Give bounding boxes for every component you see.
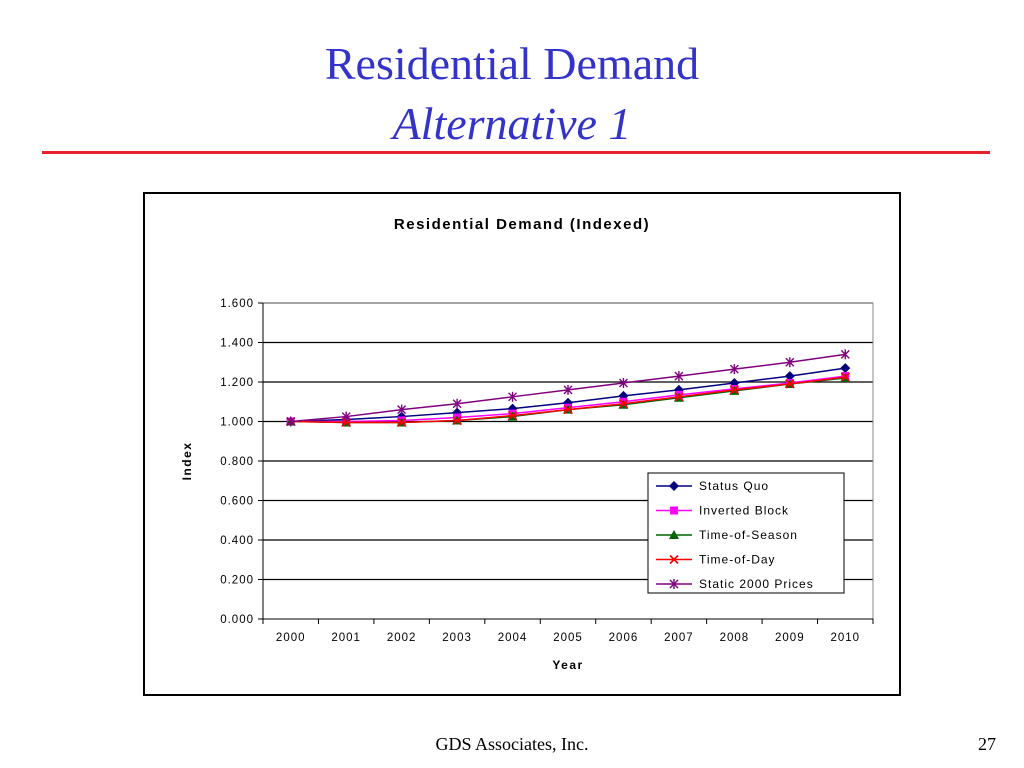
legend-marker (669, 481, 679, 491)
x-tick-label: 2005 (553, 632, 583, 644)
legend-label: Time-of-Day (699, 553, 776, 567)
series-point-3 (618, 399, 629, 409)
series-point-4 (618, 377, 628, 388)
y-tick-label: 0.200 (220, 575, 254, 587)
series-point-4 (341, 411, 351, 422)
y-tick-label: 0.400 (220, 535, 254, 547)
series-point-4 (508, 391, 518, 402)
series-point-4 (286, 416, 296, 427)
chart: Residential Demand (Indexed) 0.000 0.200 0.… (180, 216, 874, 672)
x-tick-label: 2003 (442, 632, 472, 644)
series-point-3 (452, 415, 462, 426)
x-tick-label: 2006 (609, 632, 639, 644)
series-point-4 (563, 384, 573, 395)
x-tick-label: 2001 (331, 632, 361, 644)
y-tick-label: 1.200 (220, 377, 254, 389)
chart-frame: Residential Demand (Indexed) 0.000 0.200 0.… (143, 192, 901, 696)
x-axis-label: Year (552, 658, 583, 672)
y-tick-label: 1.000 (220, 417, 254, 429)
series-point-4 (729, 364, 739, 375)
legend-marker (670, 506, 678, 515)
slide-title: Residential Demand (324, 38, 700, 89)
x-tick-label: 2010 (830, 632, 860, 644)
y-tick-label: 0.600 (220, 496, 254, 508)
chart-title: Residential Demand (Indexed) (394, 216, 650, 233)
series-point-3 (507, 411, 518, 421)
x-tick-label: 2007 (664, 632, 694, 644)
legend-box (647, 472, 845, 594)
y-tick-label: 0.000 (220, 614, 254, 626)
y-tick-label: 0.800 (220, 456, 254, 468)
series-point-4 (452, 398, 462, 409)
series-point-3 (674, 392, 684, 402)
x-tick-label: 2008 (720, 632, 750, 644)
x-tick-label: 2000 (276, 632, 306, 644)
series-point-0 (784, 371, 795, 382)
series-point-4 (674, 371, 684, 382)
y-tick-label: 1.400 (220, 338, 254, 350)
legend-label: Inverted Block (699, 504, 789, 518)
title-divider (42, 151, 990, 154)
legend-marker (669, 554, 679, 565)
series-point-4 (840, 349, 850, 360)
series-point-0 (840, 363, 851, 374)
legend-label: Static 2000 Prices (699, 577, 814, 591)
series-point-3 (397, 417, 407, 428)
y-axis-label: Index (180, 442, 194, 481)
page-number: 27 (978, 734, 996, 754)
legend-label: Status Quo (699, 479, 769, 493)
legend-marker (669, 579, 679, 589)
slide-subtitle: Alternative 1 (392, 98, 632, 149)
series-point-3 (729, 385, 739, 395)
x-tick-label: 2004 (498, 632, 528, 644)
series-point-3 (563, 405, 573, 415)
y-tick-label: 1.600 (220, 298, 254, 310)
legend-label: Time-of-Season (699, 528, 798, 542)
legend-marker (669, 530, 679, 539)
series-point-4 (397, 404, 407, 415)
series-point-3 (785, 379, 795, 389)
x-tick-label: 2009 (775, 632, 805, 644)
series-point-4 (785, 357, 795, 368)
x-tick-label: 2002 (387, 632, 417, 644)
footer-company: GDS Associates, Inc. (435, 734, 589, 754)
series-point-3 (840, 372, 850, 382)
